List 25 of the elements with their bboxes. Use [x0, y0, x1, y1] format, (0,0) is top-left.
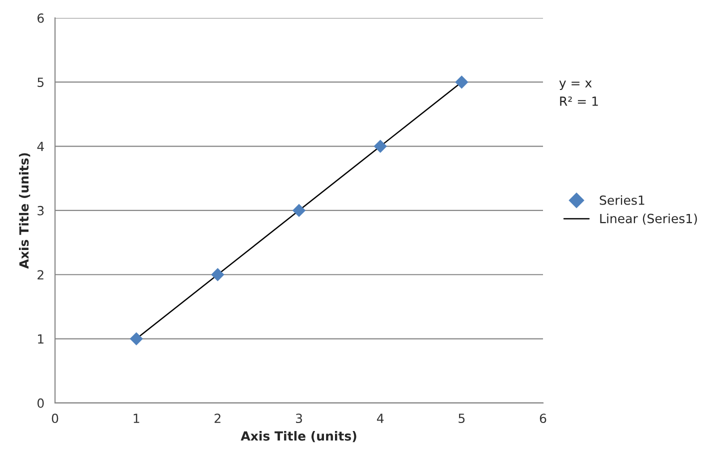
- x-tick-label: 4: [376, 414, 384, 423]
- text: R² = 1: [560, 96, 598, 106]
- point: [211, 268, 224, 282]
- legend-label: Linear (Series1): [600, 214, 697, 225]
- legend-label: Series1: [600, 195, 644, 205]
- y-tick-label: 6: [38, 13, 44, 23]
- x-tick-label: 0: [52, 414, 58, 424]
- x-tick-label: 2: [214, 414, 220, 423]
- x-tick-label: 3: [296, 414, 302, 424]
- point: [374, 140, 387, 153]
- x-tick-label: 6: [540, 414, 546, 424]
- point: [130, 332, 143, 346]
- x-tick-label: 1: [134, 414, 140, 423]
- y-tick-label: 5: [38, 78, 44, 88]
- y-tick-label: 4: [37, 142, 44, 152]
- x-tick-label: 5: [458, 414, 465, 424]
- y-tick-label: 1: [38, 334, 44, 344]
- y-axis-title: Axis Title (units): [19, 153, 30, 269]
- y-tick-label: 2: [38, 270, 44, 280]
- y-tick-label: 3: [38, 206, 44, 216]
- point: [455, 76, 468, 89]
- point: [292, 204, 306, 218]
- x-axis-title: Axis Title (units): [240, 431, 356, 442]
- y-tick-label: 0: [37, 398, 44, 408]
- text: y = x: [559, 80, 592, 90]
